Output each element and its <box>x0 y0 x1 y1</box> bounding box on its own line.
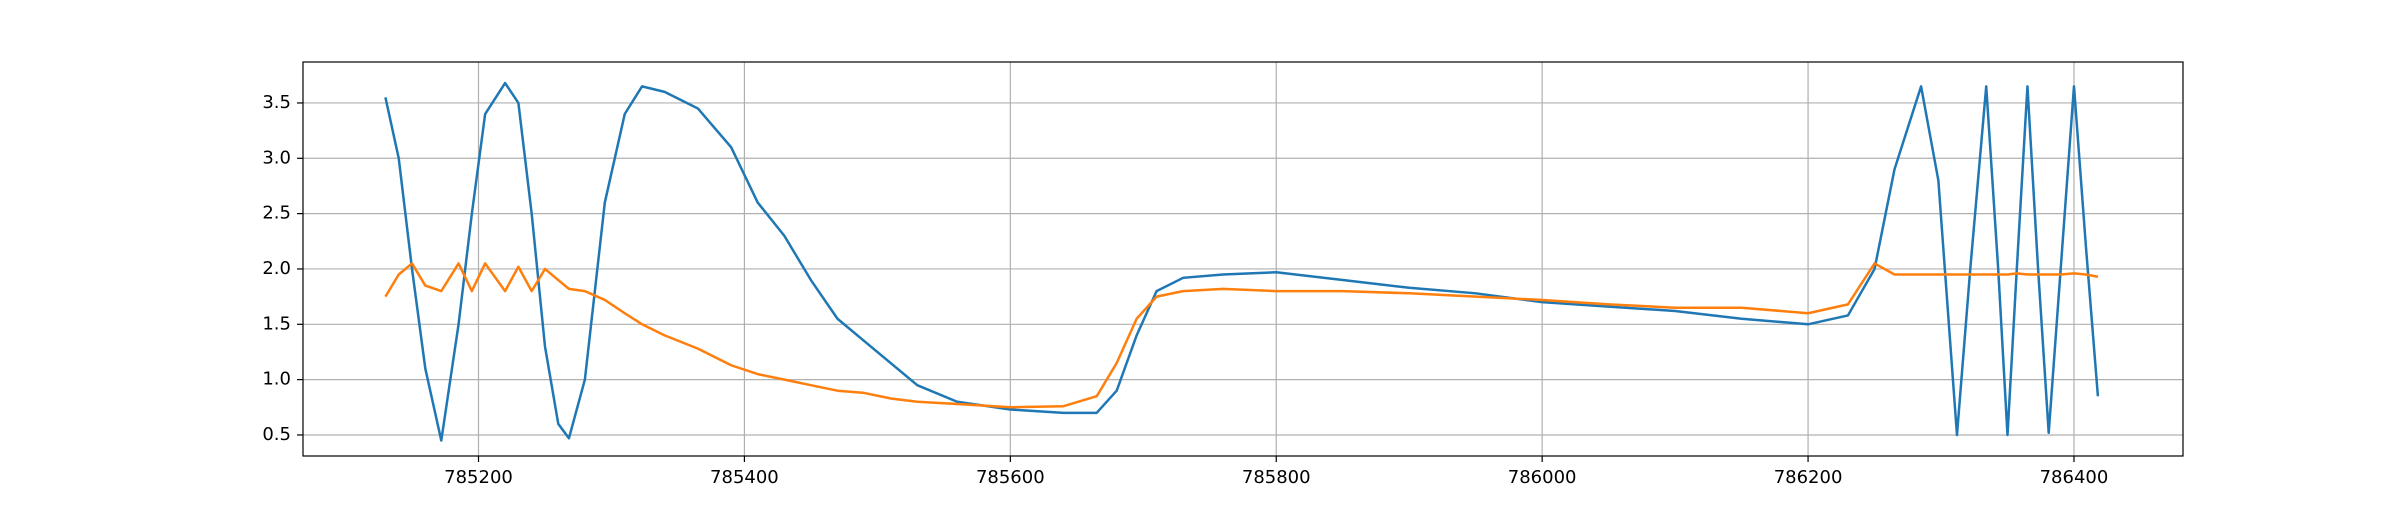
data-line <box>384 81 2100 442</box>
plot-frame <box>302 61 2184 457</box>
y-tick-label: 1.0 <box>262 369 291 390</box>
data-line <box>384 262 2099 409</box>
y-tick-label: 3.5 <box>262 92 291 113</box>
y-tick-label: 0.5 <box>262 424 291 445</box>
x-tick-label: 786000 <box>1508 467 1577 488</box>
x-tick-label: 786200 <box>1774 467 1843 488</box>
x-tick-label: 786400 <box>2040 467 2109 488</box>
y-tick-label: 1.5 <box>262 313 291 334</box>
x-tick-label: 785200 <box>444 467 513 488</box>
x-tick-label: 785800 <box>1242 467 1311 488</box>
y-tick-label: 2.0 <box>262 258 291 279</box>
x-tick-label: 785600 <box>976 467 1045 488</box>
y-tick-label: 3.0 <box>262 147 291 168</box>
x-tick-label: 785400 <box>710 467 779 488</box>
y-tick-label: 2.5 <box>262 203 291 224</box>
